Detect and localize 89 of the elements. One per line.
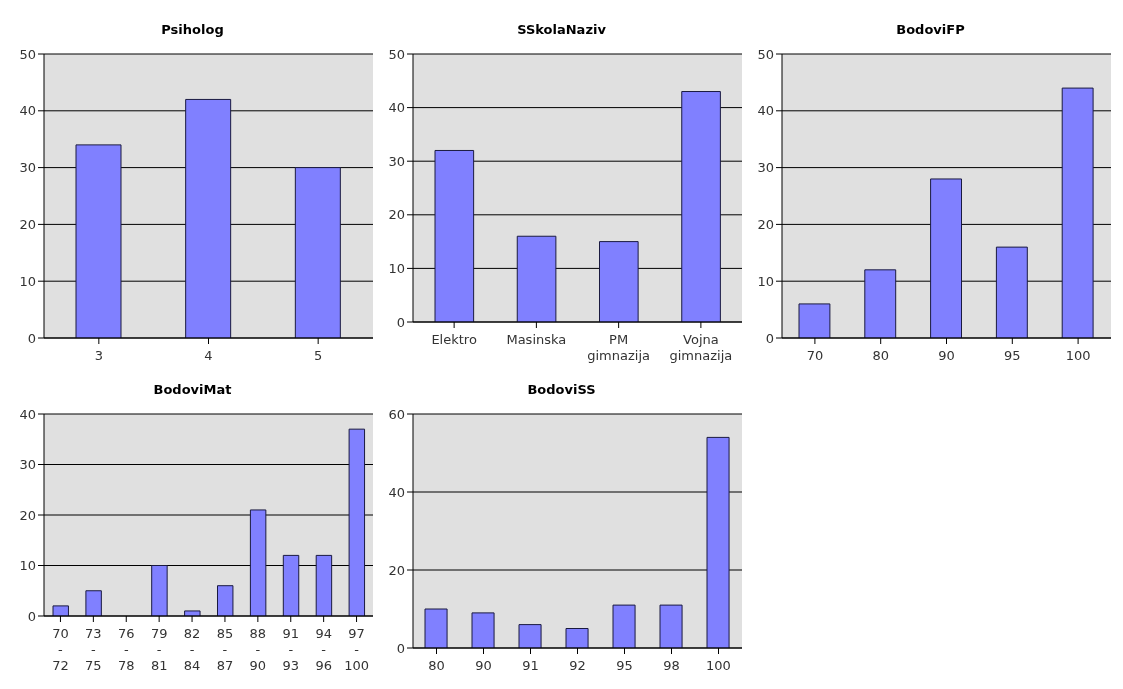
y-tick-label: 40 (757, 103, 774, 119)
bar (434, 149, 475, 322)
x-tick-label: 76 - 78 (117, 626, 135, 673)
x-tick-label: 91 (522, 658, 539, 673)
chart-title: BodoviSS (526, 381, 597, 399)
y-tick-label: 40 (388, 484, 405, 500)
x-tick-label: 5 (314, 348, 323, 363)
bar (315, 554, 333, 616)
bar (348, 428, 366, 616)
x-tick-label: 88 - 90 (249, 626, 267, 673)
bar (659, 604, 683, 648)
y-tick-label: 0 (765, 330, 774, 346)
bar (184, 610, 201, 616)
y-tick-label: 30 (19, 160, 36, 176)
chart-title: BodoviMat (152, 381, 233, 399)
bar (85, 590, 102, 616)
y-tick-label: 40 (19, 103, 36, 119)
x-tick-label: 95 (616, 658, 633, 673)
bar (518, 624, 542, 648)
y-tick-label: 40 (19, 406, 36, 422)
bar (612, 604, 636, 648)
x-tick-label: 70 (806, 348, 824, 363)
y-tick-label: 20 (388, 562, 405, 578)
x-tick-label: 97 - 100 (344, 626, 369, 673)
y-tick-label: 0 (396, 314, 405, 330)
bar (681, 91, 721, 322)
x-tick-label: 85 - 87 (216, 626, 234, 673)
y-tick-label: 50 (388, 46, 405, 62)
y-tick-label: 40 (388, 100, 405, 116)
x-tick-label: 80 (872, 348, 889, 363)
y-tick-label: 10 (388, 261, 405, 277)
bar (1061, 87, 1094, 338)
chart-title: SSkolaNaziv (516, 21, 607, 39)
x-tick-label: 92 (569, 658, 586, 673)
bar (294, 167, 341, 338)
bar (599, 241, 639, 322)
x-tick-label: 70 - 72 (52, 626, 69, 673)
bar (185, 98, 232, 338)
bar (52, 605, 69, 616)
x-tick-label: 94 - 96 (315, 626, 332, 673)
bar (995, 246, 1028, 338)
x-tick-label: 90 (938, 348, 955, 363)
chart-title: BodoviFP (895, 21, 966, 39)
bar (424, 608, 448, 648)
x-tick-label: Vojna gimnazija (669, 332, 733, 363)
x-tick-label: 90 (475, 658, 492, 673)
y-tick-label: 50 (19, 46, 36, 62)
y-tick-label: 10 (757, 273, 774, 289)
x-tick-label: 4 (204, 348, 213, 363)
bar (151, 565, 168, 616)
x-tick-label: 73 - 75 (85, 626, 102, 673)
bar (282, 554, 300, 616)
y-tick-label: 30 (19, 457, 36, 473)
bar (565, 628, 589, 648)
x-tick-label: 100 (706, 658, 731, 673)
y-tick-label: 0 (27, 330, 36, 346)
x-tick-label: 95 (1004, 348, 1021, 363)
bar (516, 235, 557, 322)
bar (930, 178, 962, 338)
y-tick-label: 30 (757, 160, 774, 176)
x-tick-label: 3 (94, 348, 103, 363)
y-tick-label: 20 (19, 217, 36, 233)
x-tick-label: 79 - 81 (150, 626, 168, 673)
y-tick-label: 50 (757, 46, 774, 62)
y-tick-label: 10 (19, 273, 36, 289)
x-tick-label: 100 (1065, 348, 1091, 363)
y-tick-label: 20 (388, 207, 405, 223)
y-tick-label: 0 (27, 608, 36, 624)
x-tick-label: 98 (663, 658, 680, 673)
y-tick-label: 20 (19, 507, 36, 523)
bar (864, 269, 897, 338)
x-tick-label: Masinska (506, 332, 567, 347)
x-tick-label: Elektro (431, 332, 477, 347)
x-tick-label: 91 - 93 (282, 626, 300, 673)
x-tick-label: 80 (428, 658, 445, 673)
bar (217, 585, 234, 616)
bar (471, 612, 495, 648)
y-tick-label: 60 (388, 406, 405, 422)
bar (798, 303, 831, 338)
x-tick-label: PM gimnazija (587, 332, 650, 363)
y-tick-label: 20 (757, 217, 774, 233)
y-tick-label: 0 (396, 640, 405, 656)
bar (706, 436, 730, 648)
bar (75, 144, 122, 338)
y-tick-label: 30 (388, 153, 405, 169)
y-tick-label: 10 (19, 558, 36, 574)
chart-title: Psiholog (160, 21, 225, 39)
bar (249, 509, 267, 616)
x-tick-label: 82 - 84 (183, 626, 201, 673)
